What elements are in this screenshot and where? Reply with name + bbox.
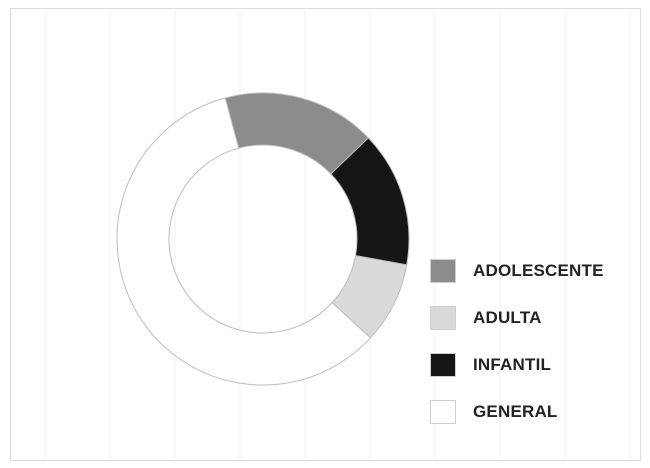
chart-legend: ADOLESCENTE ADULTA INFANTIL GENERAL [430, 258, 645, 446]
legend-swatch-adulta [430, 305, 456, 330]
legend-swatch-infantil [430, 352, 456, 377]
legend-swatch-adolescente [430, 258, 456, 283]
chart-border [10, 8, 641, 461]
legend-item-adulta: ADULTA [430, 305, 645, 330]
legend-label-adolescente: ADOLESCENTE [473, 260, 604, 280]
donut-slice-general [116, 97, 372, 386]
legend-label-infantil: INFANTIL [473, 354, 552, 374]
gridlines [44, 10, 631, 459]
legend-item-infantil: INFANTIL [430, 352, 645, 377]
donut-chart [116, 92, 410, 386]
legend-item-general: GENERAL [430, 399, 645, 424]
legend-swatch-general [430, 399, 456, 424]
legend-label-general: GENERAL [473, 401, 558, 421]
legend-item-adolescente: ADOLESCENTE [430, 258, 645, 283]
legend-label-adulta: ADULTA [473, 307, 542, 327]
